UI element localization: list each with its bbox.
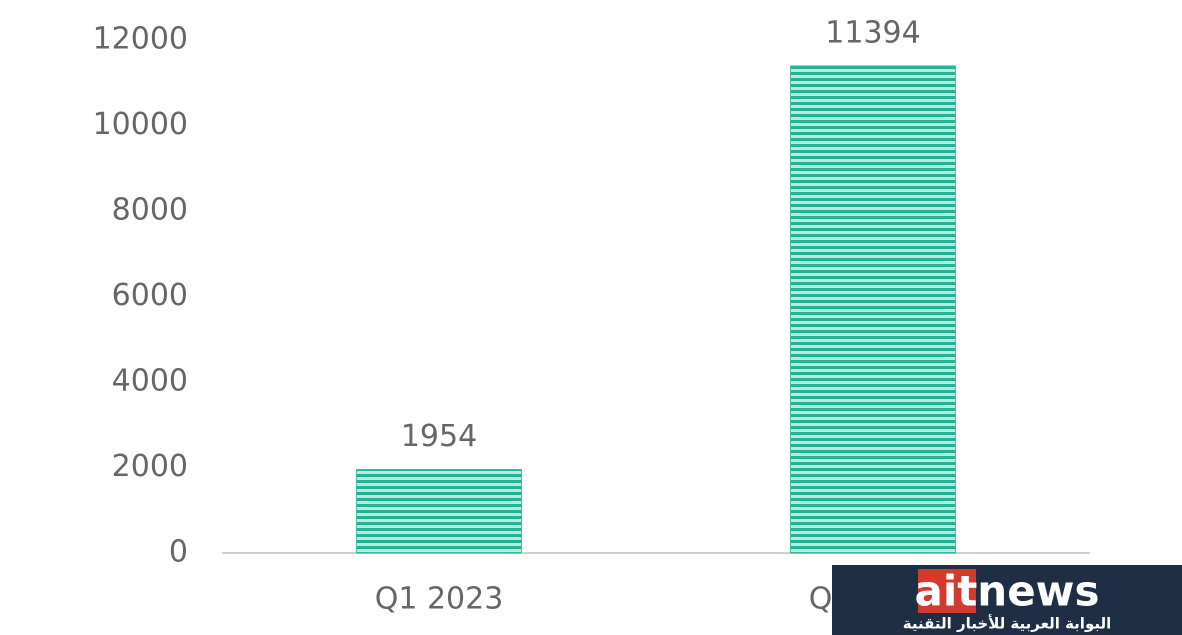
logo-brand: aitnews [914, 567, 1099, 616]
logo: aitnews البوابة العربية للأخبار التقنية [832, 565, 1182, 635]
logo-background [832, 565, 1182, 635]
x-tick-label: Q1 2023 [375, 582, 504, 617]
bar [356, 468, 522, 554]
value-label: 1954 [401, 419, 477, 454]
y-tick-label: 2000 [112, 449, 188, 484]
y-tick-label: 0 [169, 535, 188, 570]
y-tick-label: 10000 [93, 107, 188, 142]
logo-tagline: البوابة العربية للأخبار التقنية [903, 615, 1112, 633]
y-tick-label: 12000 [93, 22, 188, 57]
value-label: 11394 [825, 15, 920, 50]
y-tick-label: 8000 [112, 193, 188, 228]
y-tick-label: 6000 [112, 278, 188, 313]
bar [790, 65, 956, 554]
logo-accent [918, 569, 976, 613]
y-tick-label: 4000 [112, 364, 188, 399]
